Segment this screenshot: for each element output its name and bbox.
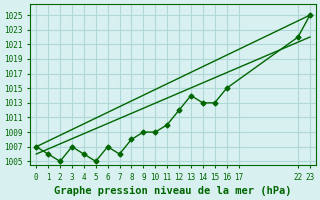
X-axis label: Graphe pression niveau de la mer (hPa): Graphe pression niveau de la mer (hPa) bbox=[54, 186, 292, 196]
